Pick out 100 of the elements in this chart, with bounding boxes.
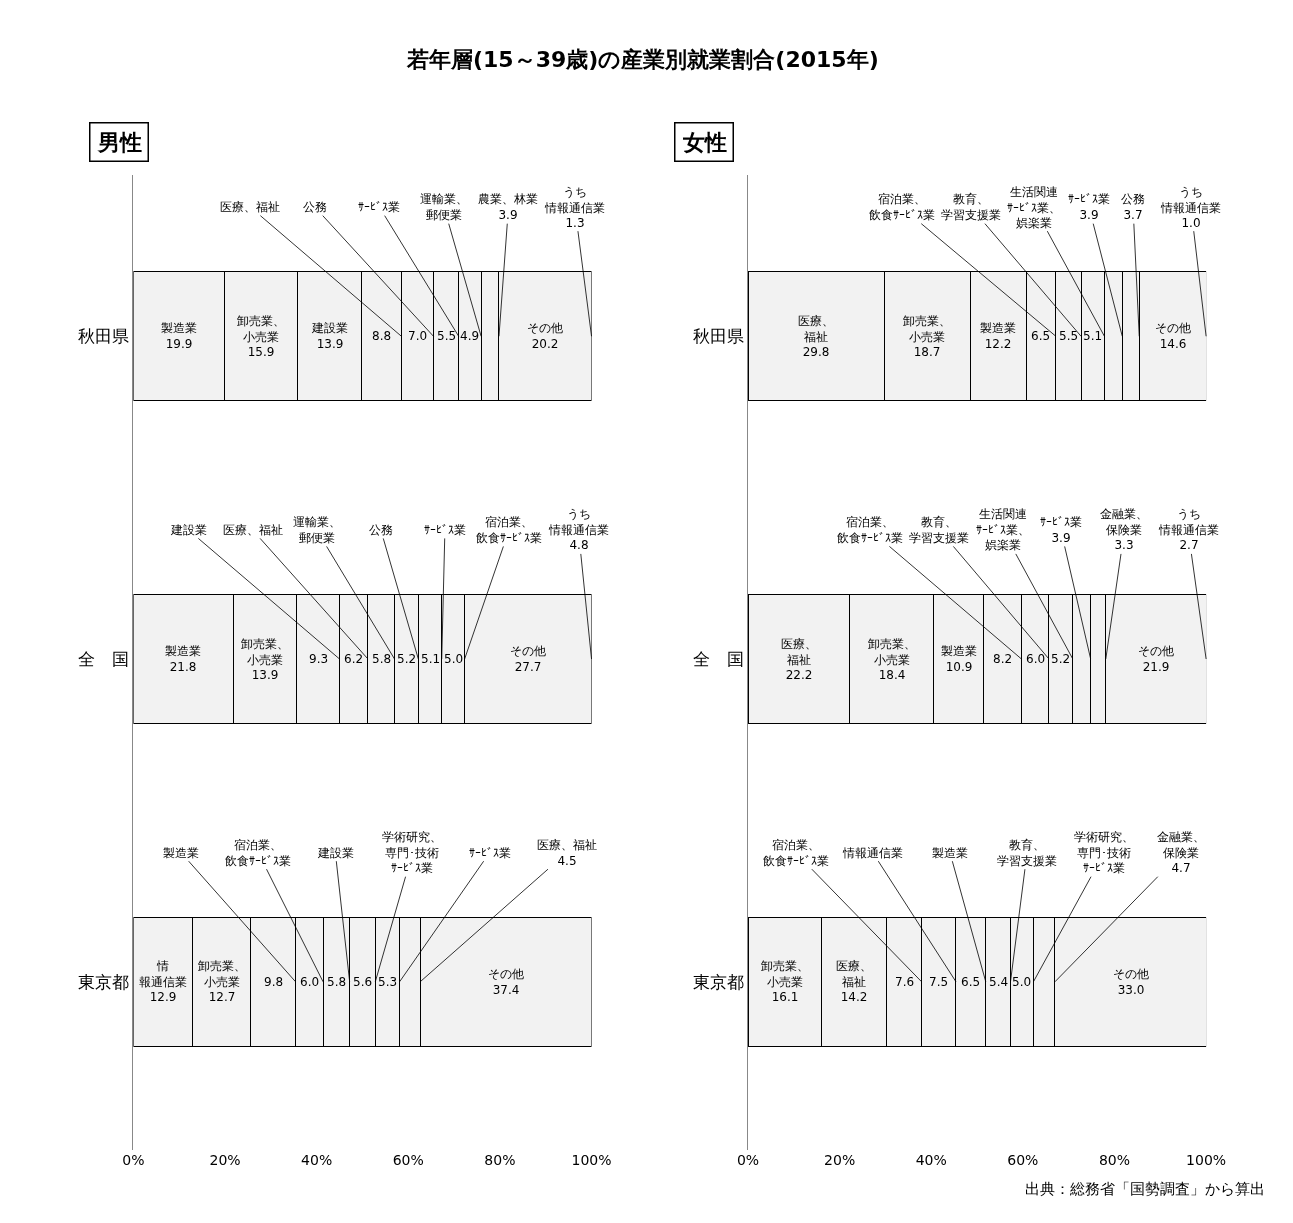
annotation: 宿泊業、飲食ｻｰﾋﾞｽ業 xyxy=(837,515,903,545)
data-label: その他14.6 xyxy=(1155,321,1191,351)
data-label: 9.8 xyxy=(264,975,284,989)
x-tick-label: 60% xyxy=(392,1151,424,1168)
annotation: 宿泊業、飲食ｻｰﾋﾞｽ業 xyxy=(763,838,829,868)
annotation: 宿泊業、飲食ｻｰﾋﾞｽ業 xyxy=(869,192,935,222)
source-note: 出典：総務省「国勢調査」から算出 xyxy=(1025,1180,1265,1198)
x-tick-label: 0% xyxy=(736,1151,760,1168)
annotation: うち情報通信業1.0 xyxy=(1160,185,1221,231)
data-label: 建設業13.9 xyxy=(311,321,348,351)
annotation: 医療、福祉4.5 xyxy=(537,838,597,868)
x-tick-label: 0% xyxy=(122,1151,145,1168)
data-label: 卸売業、小売業12.7 xyxy=(198,959,246,1005)
x-tick-label: 80% xyxy=(484,1151,516,1168)
annotation: ｻｰﾋﾞｽ業 xyxy=(469,846,511,860)
data-label: 9.3 xyxy=(309,652,329,666)
annotation: 情報通信業 xyxy=(842,846,903,860)
annotation: 医療、福祉 xyxy=(223,523,283,537)
y-tick-label: 全 国 xyxy=(692,648,744,669)
data-label: 卸売業、小売業18.7 xyxy=(903,314,951,360)
y-tick-label: 秋田県 xyxy=(692,326,744,347)
data-label: 8.8 xyxy=(372,329,392,343)
data-label: 5.2 xyxy=(1051,652,1071,666)
x-tick-label: 100% xyxy=(571,1151,612,1168)
annotation: 建設業 xyxy=(317,846,354,860)
x-tick-label: 40% xyxy=(301,1151,333,1168)
data-label: 製造業21.8 xyxy=(165,644,201,674)
data-label: 5.3 xyxy=(378,975,398,989)
y-tick-label: 東京都 xyxy=(692,971,744,992)
annotation: 宿泊業、飲食ｻｰﾋﾞｽ業 xyxy=(476,515,542,545)
data-label: 5.5 xyxy=(437,329,457,343)
data-label: 6.0 xyxy=(1026,652,1046,666)
x-tick-label: 80% xyxy=(1098,1151,1131,1168)
annotation: ｻｰﾋﾞｽ業 xyxy=(424,523,466,537)
data-label: 医療、福祉22.2 xyxy=(781,637,817,683)
data-label: 5.1 xyxy=(421,652,441,666)
data-label: 卸売業、小売業18.4 xyxy=(868,637,916,683)
data-label: その他20.2 xyxy=(527,321,563,351)
y-tick-label: 秋田県 xyxy=(78,326,130,347)
data-label: 6.5 xyxy=(1031,329,1051,343)
annotation: 公務3.7 xyxy=(1121,192,1145,222)
annotation: 公務 xyxy=(303,200,327,214)
annotation: ｻｰﾋﾞｽ業3.9 xyxy=(1040,515,1082,545)
annotation: 教育、学習支援業 xyxy=(997,838,1057,868)
data-label: 卸売業、小売業16.1 xyxy=(761,959,809,1005)
data-label: 6.2 xyxy=(344,652,364,666)
annotation: うち情報通信業2.7 xyxy=(1158,507,1219,553)
data-label: 5.5 xyxy=(1059,329,1079,343)
data-label: 4.9 xyxy=(460,329,480,343)
chart-title: 男性 xyxy=(96,129,142,155)
data-label: 情報通信業12.9 xyxy=(139,959,187,1005)
data-label: 製造業19.9 xyxy=(161,321,197,351)
annotation: 学術研究、専門･技術ｻｰﾋﾞｽ業 xyxy=(382,830,442,876)
annotation: 教育、学習支援業 xyxy=(941,192,1001,222)
data-label: 6.5 xyxy=(961,975,981,989)
x-tick-label: 20% xyxy=(824,1151,856,1168)
y-tick-label: 東京都 xyxy=(78,971,130,992)
annotation: 学術研究、専門･技術ｻｰﾋﾞｽ業 xyxy=(1074,830,1134,876)
annotation: 医療、福祉 xyxy=(220,200,280,214)
data-label: 5.8 xyxy=(327,975,347,989)
x-tick-label: 40% xyxy=(915,1151,947,1168)
y-tick-label: 全 国 xyxy=(78,648,130,669)
data-label: 卸売業、小売業13.9 xyxy=(241,637,289,683)
annotation: 生活関連ｻｰﾋﾞｽ業、娯楽業 xyxy=(976,507,1030,553)
data-label: 5.8 xyxy=(372,652,392,666)
x-tick-label: 100% xyxy=(1186,1151,1227,1168)
data-label: 製造業10.9 xyxy=(941,644,977,674)
data-label: 5.2 xyxy=(397,652,417,666)
data-label: 製造業12.2 xyxy=(980,321,1016,351)
data-label: その他37.4 xyxy=(488,967,524,997)
data-label: 5.0 xyxy=(444,652,464,666)
data-label: 8.2 xyxy=(993,652,1013,666)
data-label: 5.1 xyxy=(1083,329,1103,343)
data-label: 6.0 xyxy=(300,975,320,989)
data-label: その他21.9 xyxy=(1138,644,1174,674)
data-label: その他33.0 xyxy=(1113,967,1149,997)
x-tick-label: 60% xyxy=(1007,1151,1039,1168)
x-tick-label: 20% xyxy=(209,1151,241,1168)
annotation: うち情報通信業1.3 xyxy=(544,185,605,231)
data-label: 卸売業、小売業15.9 xyxy=(237,314,285,360)
annotation: 農業、林業3.9 xyxy=(478,192,538,222)
annotation: 建設業 xyxy=(170,523,207,537)
data-label: 7.6 xyxy=(895,975,915,989)
text: 若年層(15～39歳)の産業別就業割合(2015年) xyxy=(406,47,879,72)
data-label: 5.0 xyxy=(1012,975,1032,989)
annotation: 宿泊業、飲食ｻｰﾋﾞｽ業 xyxy=(225,838,291,868)
annotation: 金融業、保険業3.3 xyxy=(1100,507,1148,553)
annotation: 運輸業、郵便業 xyxy=(420,192,468,222)
data-label: 7.5 xyxy=(929,975,949,989)
annotation: うち情報通信業4.8 xyxy=(548,507,609,553)
data-label: 5.6 xyxy=(353,975,373,989)
data-label: 医療、福祉14.2 xyxy=(836,959,872,1005)
annotation: 教育、学習支援業 xyxy=(909,515,969,545)
annotation: ｻｰﾋﾞｽ業3.9 xyxy=(1068,192,1110,222)
annotation: 公務 xyxy=(369,523,393,537)
annotation: 金融業、保険業4.7 xyxy=(1157,830,1205,876)
data-label: 医療、福祉29.8 xyxy=(798,314,834,360)
data-label: 5.4 xyxy=(989,975,1009,989)
annotation: 運輸業、郵便業 xyxy=(293,515,341,545)
annotation: 生活関連ｻｰﾋﾞｽ業、娯楽業 xyxy=(1007,185,1061,231)
